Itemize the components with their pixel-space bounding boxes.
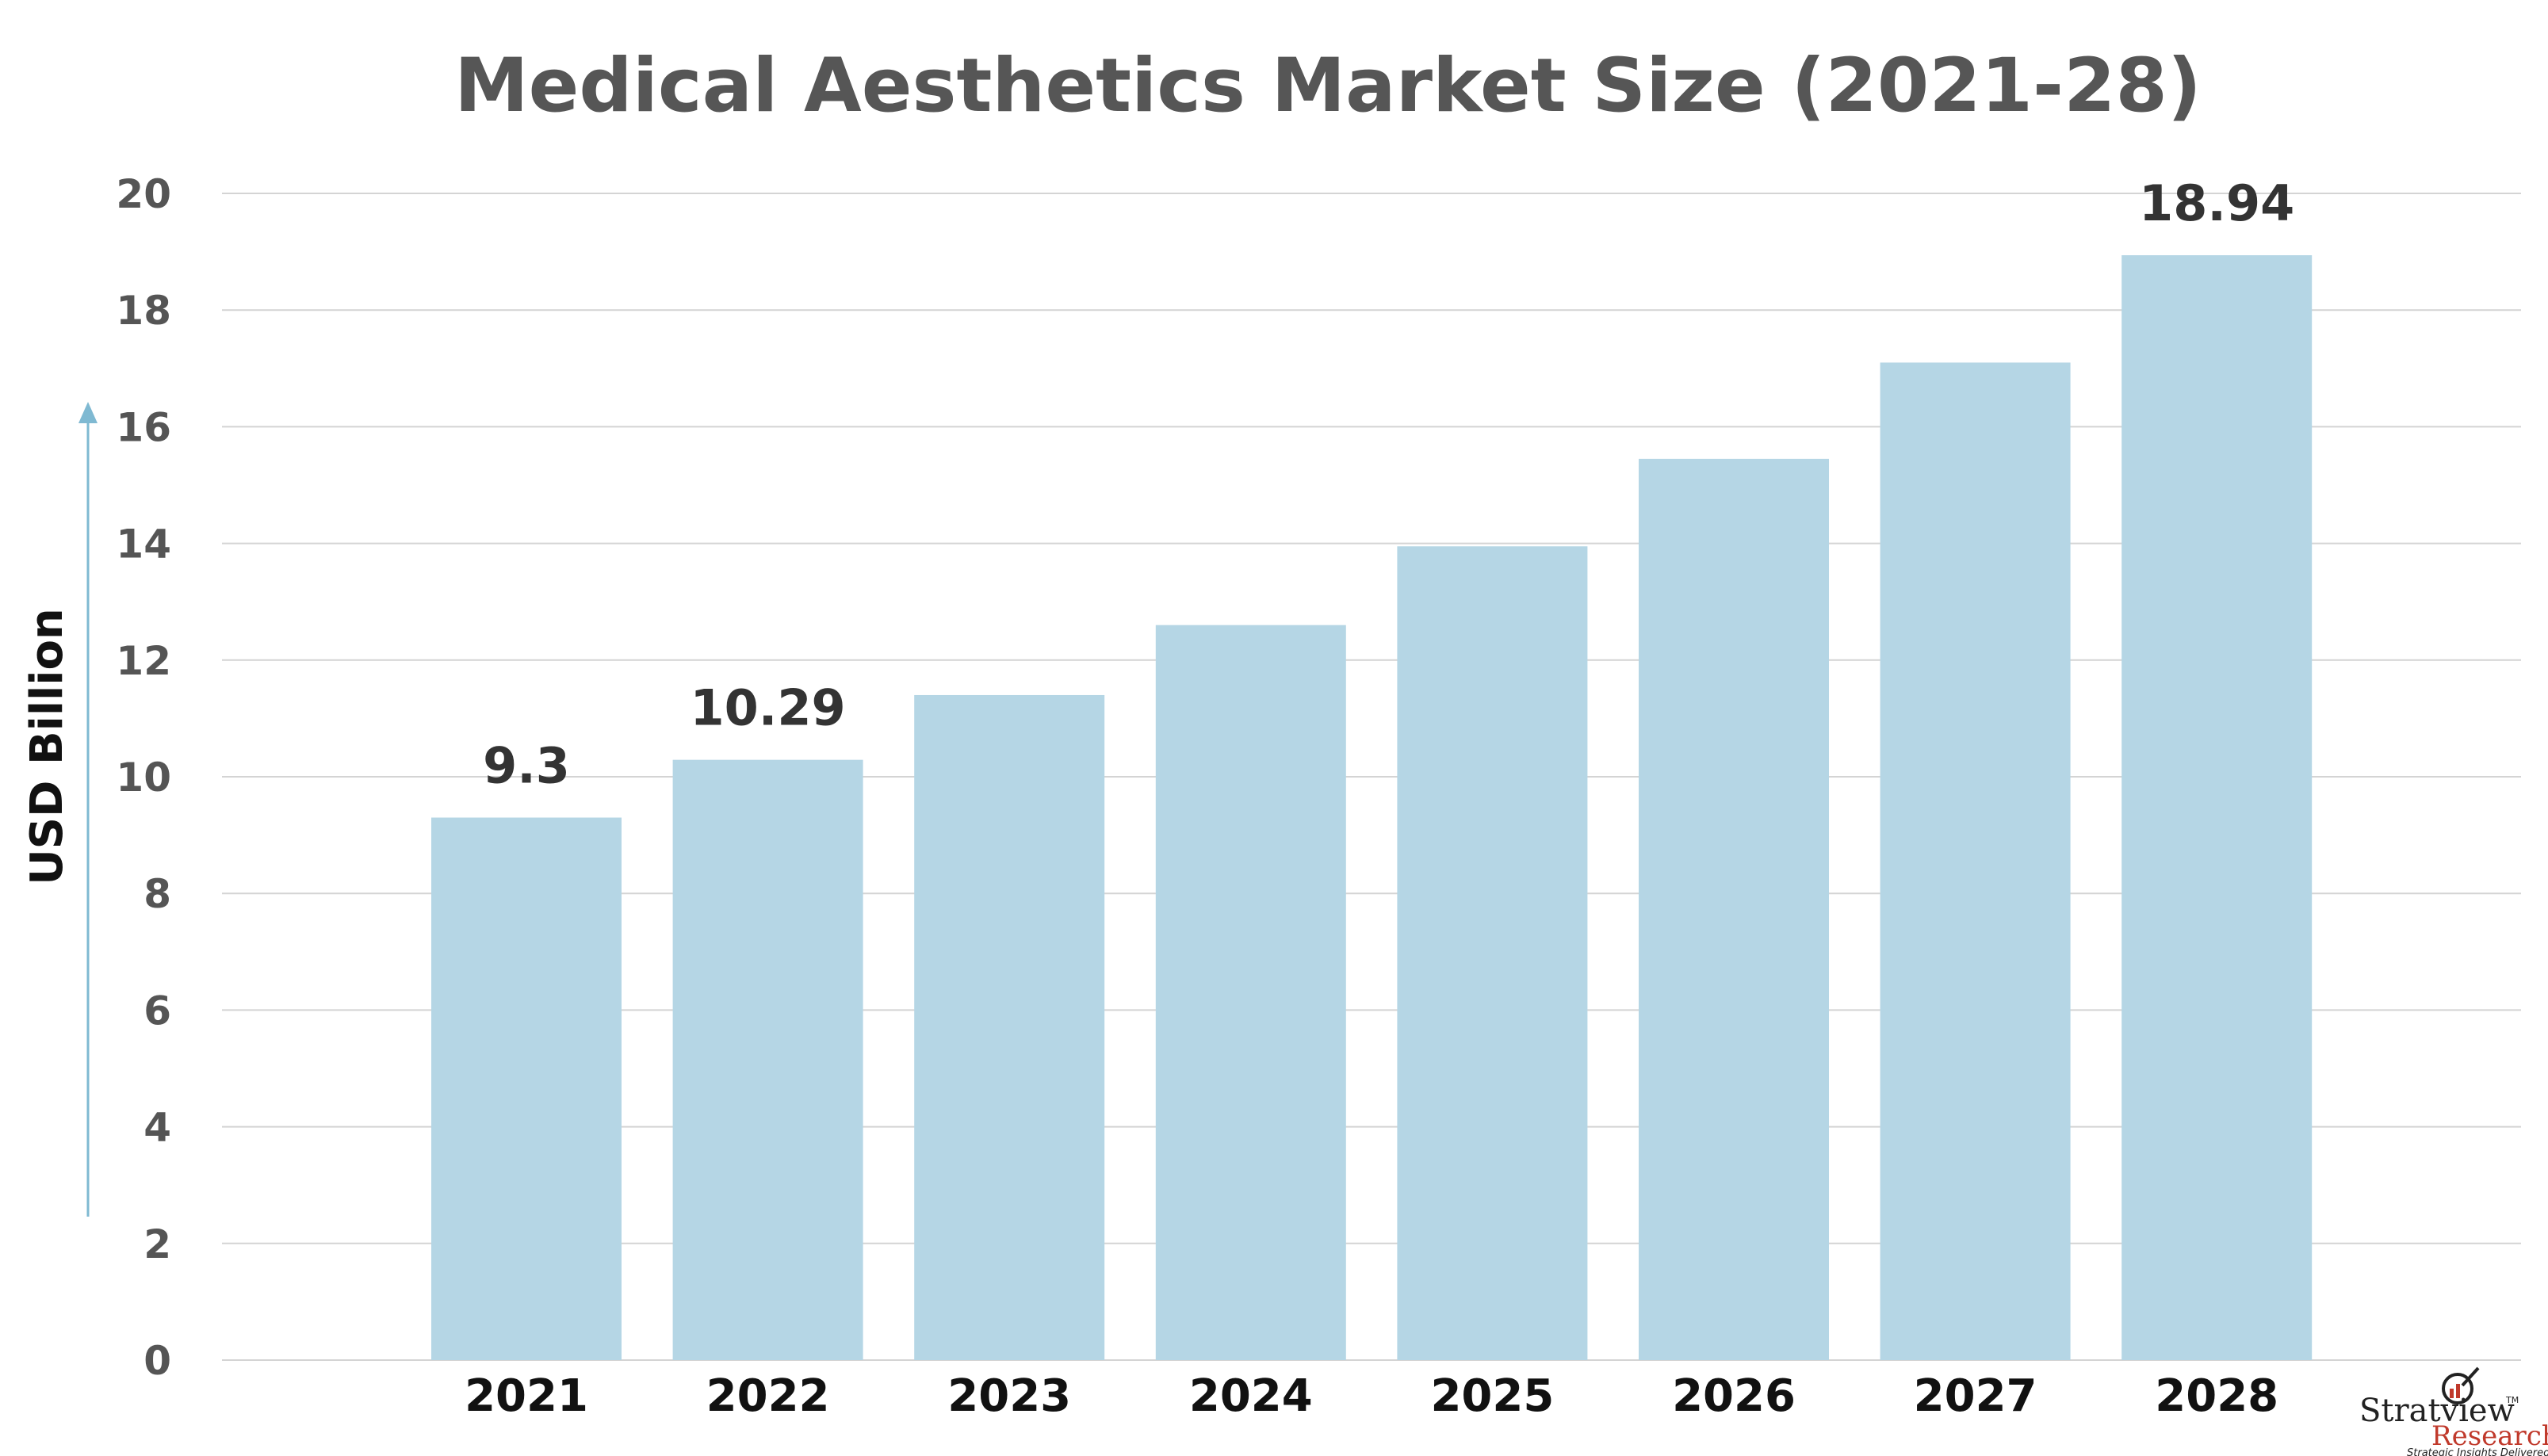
y-tick-label: 0 [143, 1338, 171, 1384]
y-tick-label: 18 [116, 288, 171, 334]
logo-trademark: TM [2505, 1395, 2519, 1405]
y-tick-label: 8 [143, 871, 171, 917]
y-tick-label: 2 [143, 1221, 171, 1267]
y-tick-label: 10 [116, 755, 171, 801]
x-tick-label-2026: 2026 [1672, 1370, 1796, 1422]
y-axis-arrow [78, 402, 98, 1217]
x-tick-label-2028: 2028 [2155, 1370, 2278, 1422]
bar-2027 [1880, 362, 2071, 1361]
y-tick-label: 4 [143, 1105, 171, 1151]
bar-2021 [431, 817, 622, 1360]
logo-word-stratview: Stratview [2359, 1393, 2515, 1429]
x-tick-label-2022: 2022 [706, 1370, 830, 1422]
y-axis-ticks: 0 2 4 6 8 10 12 14 16 18 20 [116, 171, 171, 1384]
y-tick-label: 14 [116, 522, 171, 567]
stratview-logo: Stratview TM Research Strategic Insights… [2359, 1366, 2548, 1456]
data-label-2022: 10.29 [691, 679, 846, 737]
bar-2028 [2121, 255, 2313, 1360]
bar-2026 [1639, 458, 1829, 1360]
x-tick-label-2023: 2023 [947, 1370, 1071, 1422]
bar-2024 [1155, 625, 1346, 1360]
bar-2022 [672, 759, 863, 1360]
y-axis-label: USD Billion [21, 608, 73, 885]
y-tick-label: 20 [116, 171, 171, 217]
x-tick-label-2021: 2021 [465, 1370, 588, 1422]
data-label-2028: 18.94 [2139, 174, 2294, 232]
y-tick-label: 16 [116, 404, 171, 450]
chart-title: Medical Aesthetics Market Size (2021-28) [454, 43, 2202, 129]
logo-emblem-icon [2442, 1366, 2480, 1404]
bar-2025 [1397, 546, 1588, 1360]
x-tick-label-2027: 2027 [1914, 1370, 2037, 1422]
data-label-2021: 9.3 [483, 737, 570, 795]
x-tick-label-2025: 2025 [1430, 1370, 1554, 1422]
bar-2023 [914, 694, 1105, 1360]
data-labels: 9.3 10.29 18.94 [483, 174, 2294, 795]
bars [431, 255, 2313, 1361]
x-tick-label-2024: 2024 [1189, 1370, 1313, 1422]
y-tick-label: 12 [116, 638, 171, 684]
y-tick-label: 6 [143, 988, 171, 1034]
x-axis-ticks: 2021 2022 2023 2024 2025 2026 2027 2028 [465, 1370, 2278, 1422]
logo-tagline: Strategic Insights Delivered [2407, 1447, 2548, 1456]
logo-word-research: Research [2431, 1420, 2548, 1452]
